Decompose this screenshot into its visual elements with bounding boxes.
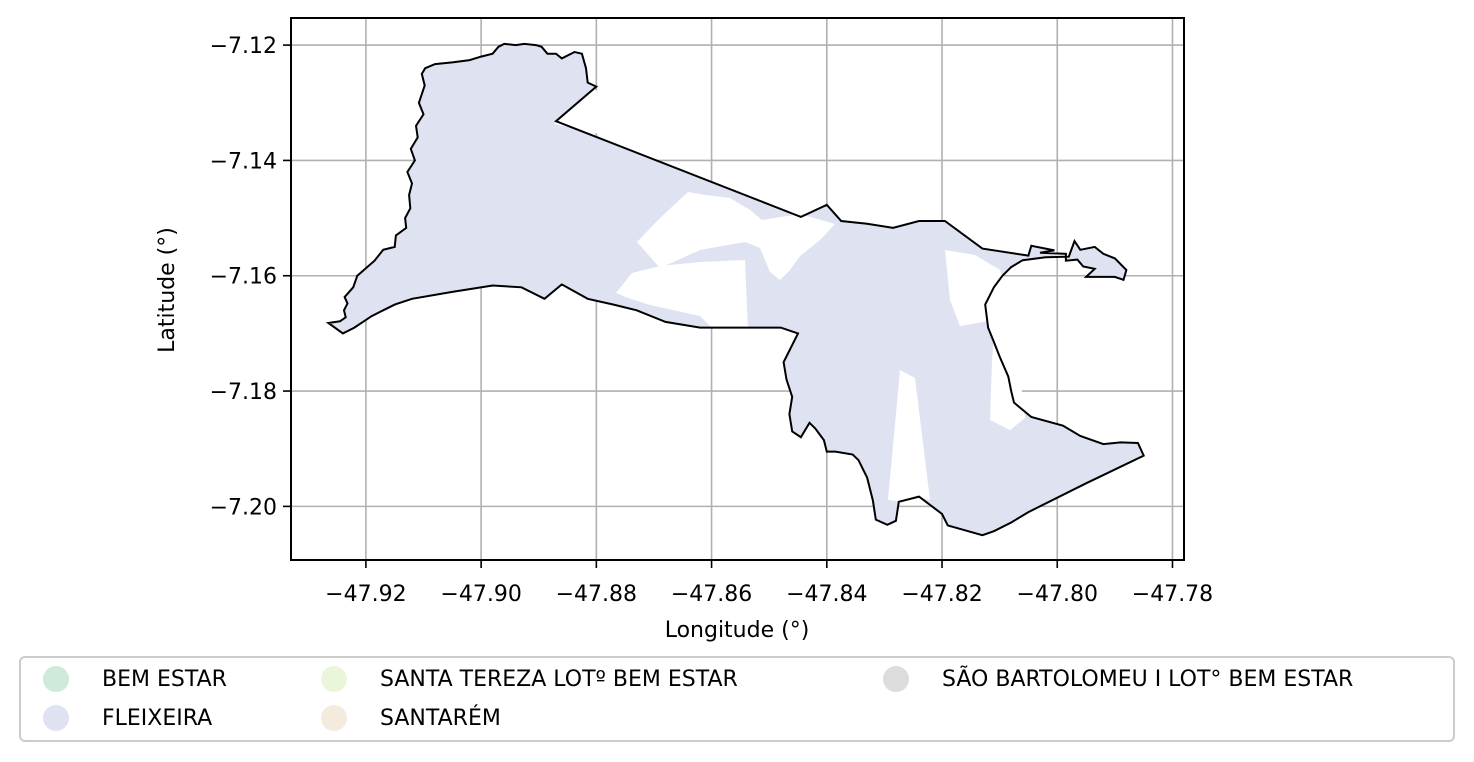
legend-label: BEM ESTAR [102, 666, 227, 692]
legend-marker-icon [43, 705, 69, 731]
legend: BEM ESTAR FLEIXEIRA SANTA TEREZA LOTº BE… [19, 656, 1455, 742]
y-axis-ticks: −7.12 −7.14 −7.16 −7.18 −7.20 [210, 34, 291, 520]
legend-marker-icon [883, 666, 909, 692]
x-tick-label: −47.90 [440, 582, 521, 607]
x-tick-label: −47.92 [325, 582, 406, 607]
uncovered-area [945, 250, 1008, 326]
uncovered-area [554, 90, 600, 134]
x-tick-label: −47.78 [1132, 582, 1213, 607]
uncovered-area [888, 370, 930, 502]
y-tick-label: −7.12 [210, 34, 277, 59]
legend-item-bem-estar: BEM ESTAR [43, 664, 227, 694]
uncovered-area [616, 260, 760, 335]
legend-item-santa-tereza: SANTA TEREZA LOTº BEM ESTAR [321, 664, 738, 694]
legend-item-fleixeira: FLEIXEIRA [43, 703, 212, 733]
y-tick-label: −7.14 [210, 149, 277, 174]
y-tick-label: −7.18 [210, 380, 277, 405]
legend-label: SANTARÉM [380, 705, 501, 731]
uncovered-areas [554, 90, 1025, 502]
x-tick-label: −47.88 [556, 582, 637, 607]
legend-item-santarem: SANTARÉM [321, 703, 501, 733]
x-axis-label: Longitude (°) [665, 618, 810, 643]
y-tick-label: −7.16 [210, 265, 277, 290]
y-tick-label: −7.20 [210, 495, 277, 520]
uncovered-area [637, 192, 835, 280]
legend-label: FLEIXEIRA [102, 705, 213, 731]
legend-item-sao-bartolomeu: SÃO BARTOLOMEU I LOT° BEM ESTAR [883, 664, 1353, 694]
legend-label: SÃO BARTOLOMEU I LOT° BEM ESTAR [942, 666, 1354, 692]
map-chart: Longitude (°) Latitude (°) −47.92 −47.90−… [155, 17, 1213, 643]
plot-frame [290, 17, 1185, 561]
x-tick-label: −47.84 [786, 582, 867, 607]
x-axis-ticks: −47.92 −47.90 −47.88 −47.86 −47.84 −47.82 −47.… [325, 560, 1213, 607]
x-tick-label: −47.80 [1017, 582, 1098, 607]
municipal-boundary [325, 42, 1146, 537]
x-tick-label: −47.82 [901, 582, 982, 607]
legend-marker-icon [321, 705, 347, 731]
legend-marker-icon [43, 666, 69, 692]
legend-label: SANTA TEREZA LOTº BEM ESTAR [380, 666, 738, 692]
x-tick-label: −47.86 [671, 582, 752, 607]
legend-marker-icon [321, 666, 347, 692]
y-axis-label: Latitude (°) [155, 227, 180, 353]
